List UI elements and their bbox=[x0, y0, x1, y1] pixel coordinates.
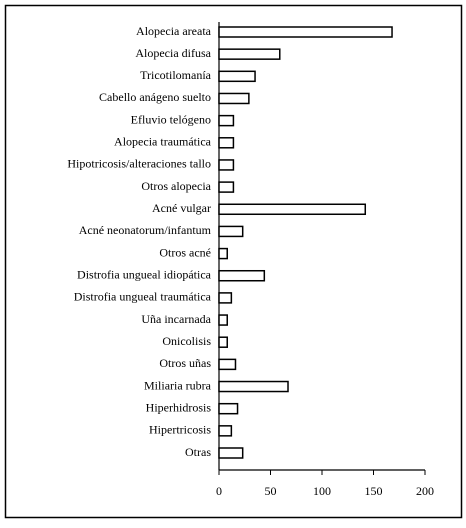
y-tick-label: Efluvio telógeno bbox=[131, 112, 211, 126]
bar bbox=[218, 70, 256, 83]
x-tick-label: 200 bbox=[416, 484, 434, 498]
y-tick-label: Tricotilomanía bbox=[140, 68, 212, 82]
bar bbox=[218, 48, 281, 60]
y-tick-label: Hipotricosis/alteraciones tallo bbox=[67, 157, 211, 171]
bar bbox=[218, 225, 244, 238]
bar bbox=[218, 114, 235, 127]
y-tick-label: Miliaria rubra bbox=[144, 378, 212, 392]
y-tick-label: Alopecia difusa bbox=[135, 46, 211, 60]
bar bbox=[218, 425, 233, 437]
bar bbox=[218, 380, 289, 393]
y-tick-label: Cabello anágeno suelto bbox=[99, 90, 211, 104]
y-tick-label: Acné neonatorum/infantum bbox=[79, 223, 212, 237]
bar bbox=[218, 159, 235, 171]
y-tick-label: Acné vulgar bbox=[152, 201, 211, 215]
y-tick-label: Alopecia areata bbox=[136, 24, 212, 38]
bar bbox=[218, 137, 235, 149]
y-tick-label: Otros alopecia bbox=[141, 179, 211, 193]
y-tick-label: Distrofia ungueal traumática bbox=[74, 290, 212, 304]
y-tick-label: Hipertricosis bbox=[149, 423, 211, 437]
bar bbox=[218, 402, 239, 415]
x-tick-label: 150 bbox=[365, 484, 383, 498]
bar bbox=[218, 247, 228, 260]
frame bbox=[4, 4, 463, 519]
bar bbox=[218, 92, 250, 105]
bar bbox=[218, 358, 237, 371]
bar bbox=[218, 314, 228, 326]
bar bbox=[218, 336, 228, 348]
y-tick-label: Onicolisis bbox=[162, 334, 211, 348]
y-tick-label: Hiperhidrosis bbox=[146, 400, 212, 414]
bar bbox=[218, 292, 233, 304]
bar bbox=[218, 26, 393, 38]
y-tick-label: Otros acné bbox=[159, 245, 211, 259]
y-tick-label: Distrofia ungueal idiopática bbox=[77, 267, 212, 281]
x-tick-label: 100 bbox=[313, 484, 331, 498]
x-tick-label: 50 bbox=[265, 484, 277, 498]
bar bbox=[218, 203, 367, 216]
bar bbox=[218, 447, 244, 459]
y-tick-label: Uña incarnada bbox=[141, 312, 211, 326]
bar bbox=[218, 181, 235, 193]
y-tick-label: Otras bbox=[185, 445, 211, 459]
y-tick-label: Otros uñas bbox=[159, 356, 211, 370]
x-tick-label: 0 bbox=[216, 484, 222, 498]
bar bbox=[218, 269, 266, 282]
y-tick-label: Alopecia traumática bbox=[114, 135, 212, 149]
